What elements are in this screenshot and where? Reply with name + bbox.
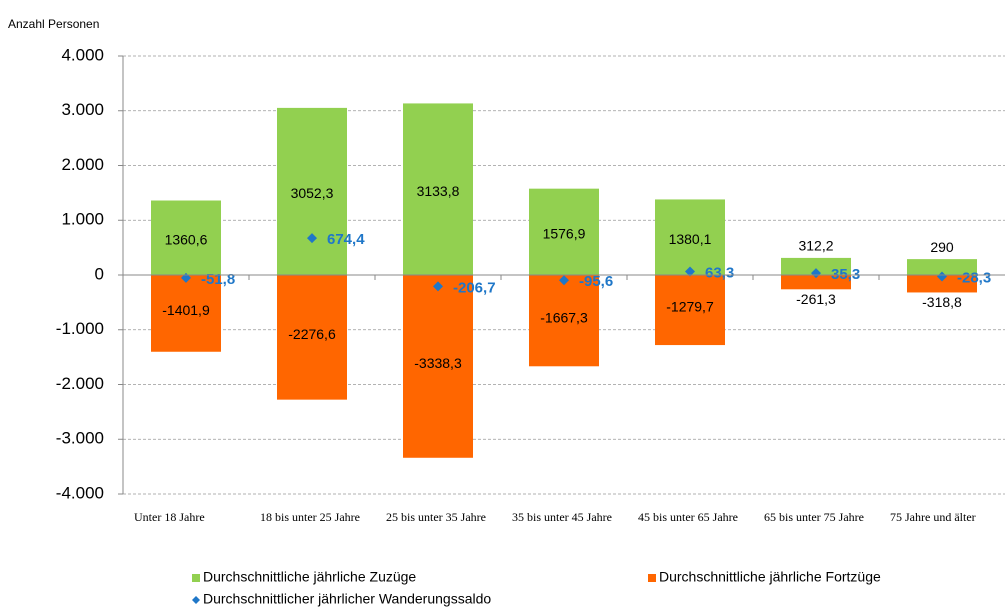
bar xyxy=(781,257,851,275)
data-label: 1576,9 xyxy=(543,226,586,242)
y-tick-label: 4.000 xyxy=(61,45,104,64)
y-tick-label: -4.000 xyxy=(56,483,104,502)
data-label: 1360,6 xyxy=(165,231,208,247)
y-tick-label: 3.000 xyxy=(61,100,104,119)
bar xyxy=(907,259,977,275)
y-tick-label: 0 xyxy=(95,264,104,283)
y-tick-label: 2.000 xyxy=(61,155,104,174)
bar xyxy=(151,275,221,352)
legend-swatch xyxy=(648,574,656,582)
marker xyxy=(811,268,821,279)
data-label: 312,2 xyxy=(798,238,833,254)
legend-swatch xyxy=(192,596,200,604)
bar xyxy=(277,107,347,276)
bar xyxy=(655,199,725,275)
y-axis-label: Anzahl Personen xyxy=(8,17,99,31)
x-tick-label: 65 bis unter 75 Jahre xyxy=(764,510,864,524)
legend-label: Durchschnittlicher jährlicher Wanderungs… xyxy=(203,591,491,607)
bar xyxy=(907,275,977,293)
x-tick-label: 45 bis unter 65 Jahre xyxy=(638,510,738,524)
legend-label: Durchschnittliche jährliche Zuzüge xyxy=(203,569,416,585)
data-label: -206,7 xyxy=(453,279,496,296)
data-label: -3338,3 xyxy=(414,355,462,371)
data-label: -95,6 xyxy=(579,273,613,290)
x-tick-label: Unter 18 Jahre xyxy=(134,510,205,524)
data-label: -261,3 xyxy=(796,291,836,307)
y-tick-label: -1.000 xyxy=(56,319,104,338)
x-tick-label: 35 bis unter 45 Jahre xyxy=(512,510,612,524)
x-tick-label: 18 bis unter 25 Jahre xyxy=(260,510,360,524)
x-tick-label: 75 Jahre und älter xyxy=(890,510,976,524)
bar xyxy=(403,103,473,276)
data-label: -1667,3 xyxy=(540,309,588,325)
bar xyxy=(781,275,851,290)
legend-label: Durchschnittliche jährliche Fortzüge xyxy=(659,569,881,585)
data-label: 290 xyxy=(930,239,954,255)
data-label: 3052,3 xyxy=(291,185,334,201)
data-label: 1380,1 xyxy=(669,231,712,247)
bar xyxy=(655,275,725,346)
data-label: 63,3 xyxy=(705,265,734,282)
bar xyxy=(403,275,473,458)
bar xyxy=(529,275,599,367)
marker xyxy=(937,271,947,282)
y-tick-label: -3.000 xyxy=(56,429,104,448)
data-label: 674,4 xyxy=(327,231,365,248)
bar xyxy=(277,275,347,400)
data-label: -318,8 xyxy=(922,294,962,310)
data-label: -51,8 xyxy=(201,271,235,288)
data-label: 3133,8 xyxy=(417,183,460,199)
x-tick-label: 25 bis unter 35 Jahre xyxy=(386,510,486,524)
marker xyxy=(307,233,317,244)
data-label: -28,3 xyxy=(957,270,991,287)
legend-swatch xyxy=(192,574,200,582)
marker xyxy=(559,275,569,286)
y-tick-label: 1.000 xyxy=(61,210,104,229)
bar xyxy=(151,200,221,275)
bar xyxy=(529,188,599,275)
data-label: -1279,7 xyxy=(666,299,714,315)
y-tick-label: -2.000 xyxy=(56,374,104,393)
marker xyxy=(685,266,695,277)
data-label: -1401,9 xyxy=(162,302,210,318)
data-label: -2276,6 xyxy=(288,326,336,342)
marker xyxy=(433,281,443,292)
